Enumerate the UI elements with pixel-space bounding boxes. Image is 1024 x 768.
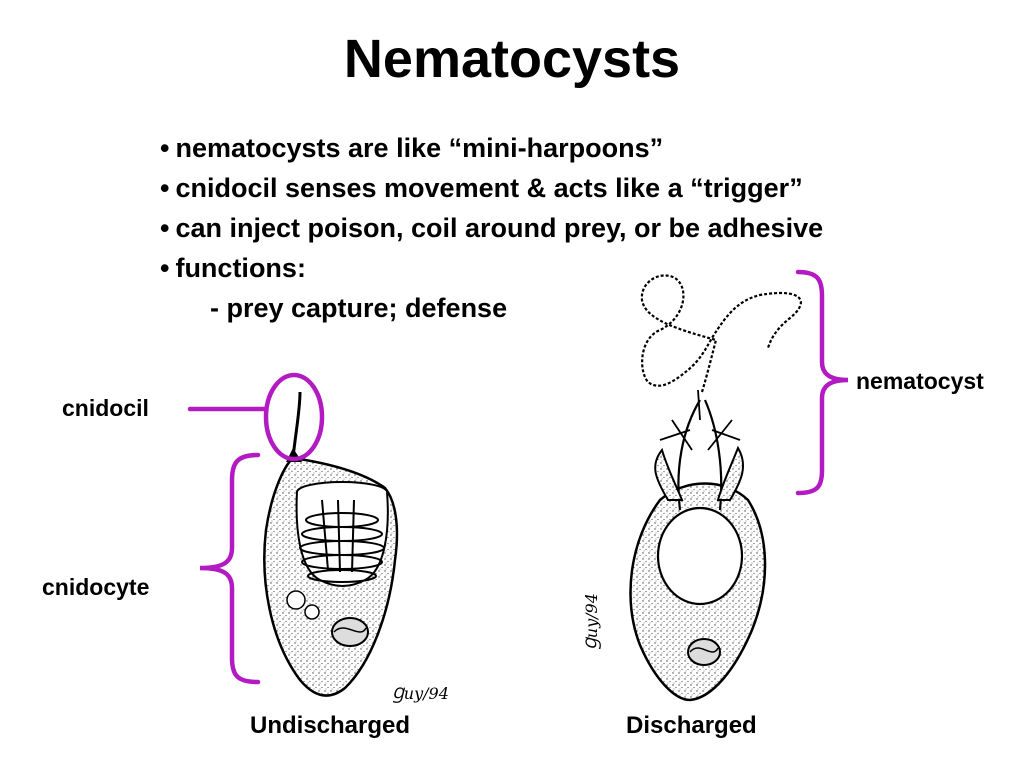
- annotation-marks: [187, 269, 849, 685]
- nematocyst-brace: [795, 269, 849, 496]
- operculum-lid: [654, 447, 684, 501]
- everted-thread: [640, 274, 802, 393]
- sub-bullet-item: - prey capture; defense: [210, 293, 508, 323]
- bullet-dot: •: [160, 253, 170, 283]
- bullet-dot: •: [160, 213, 170, 243]
- bullet-dot: •: [160, 173, 170, 203]
- bullet-text: functions:: [175, 253, 306, 283]
- artist-signature-right: Ɡuy/94: [582, 593, 601, 650]
- cell-vesicle: [304, 604, 320, 620]
- bullet-dot: •: [160, 133, 170, 163]
- caption-discharged: Discharged: [626, 712, 757, 739]
- cell-nucleus: [687, 638, 721, 666]
- cell-nucleus: [331, 617, 369, 647]
- bullet-item: • cnidocil senses movement & acts like a …: [160, 168, 823, 208]
- cnidocil-highlight-circle: [263, 372, 325, 462]
- label-cnidocil: cnidocil: [62, 395, 149, 421]
- bullet-item: • nematocysts are like “mini-harpoons”: [160, 128, 823, 168]
- empty-capsule: [656, 506, 744, 606]
- caption-undischarged: Undischarged: [250, 712, 411, 739]
- label-cnidocyte: cnidocyte: [42, 574, 150, 600]
- discharged-cell-illustration: [629, 274, 802, 702]
- bullet-list: • nematocysts are like “mini-harpoons” • c…: [160, 128, 823, 328]
- nucleus-detail: [689, 647, 719, 653]
- nucleus-detail: [333, 627, 367, 633]
- bullet-text: nematocysts are like “mini-harpoons”: [175, 133, 664, 163]
- bullet-text: cnidocil senses movement & acts like a “…: [175, 173, 803, 203]
- cell-vesicle: [286, 590, 306, 610]
- coiled-thread: [299, 499, 385, 583]
- artist-signature-left: Ɡuy/94: [392, 684, 449, 703]
- cnidocyte-brace: [199, 452, 261, 685]
- bullet-item: • can inject poison, coil around prey, or…: [160, 208, 823, 248]
- bullet-text: can inject poison, coil around prey, or …: [175, 213, 824, 243]
- operculum-lid: [716, 445, 745, 501]
- discharged-spines: [659, 389, 741, 451]
- slide-title: Nematocysts: [343, 29, 681, 89]
- bullet-item: • functions:: [160, 248, 823, 288]
- undischarged-cell-illustration: [263, 391, 399, 697]
- label-nematocyst: nematocyst: [856, 368, 984, 394]
- cnidocil-bristle: [291, 391, 302, 459]
